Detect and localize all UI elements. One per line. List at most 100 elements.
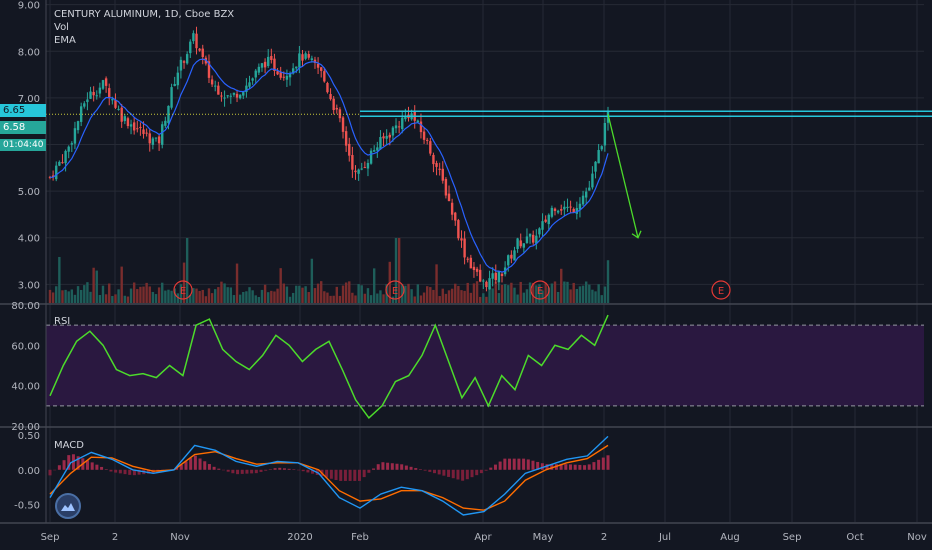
candle[interactable] bbox=[164, 120, 167, 126]
candle[interactable] bbox=[195, 33, 198, 49]
candle[interactable] bbox=[373, 150, 376, 152]
candle[interactable] bbox=[139, 126, 142, 128]
candle[interactable] bbox=[98, 87, 102, 94]
candle[interactable] bbox=[329, 94, 332, 100]
candle[interactable] bbox=[469, 257, 473, 269]
candle[interactable] bbox=[594, 161, 597, 172]
candle[interactable] bbox=[600, 146, 603, 150]
candle[interactable] bbox=[55, 165, 58, 180]
candle[interactable] bbox=[245, 85, 248, 93]
candle[interactable] bbox=[497, 271, 501, 283]
candle[interactable] bbox=[535, 235, 538, 244]
candle[interactable] bbox=[351, 155, 354, 170]
candle[interactable] bbox=[157, 136, 161, 144]
candle[interactable] bbox=[463, 238, 466, 258]
candle[interactable] bbox=[338, 109, 342, 119]
candle[interactable] bbox=[257, 66, 261, 73]
candle[interactable] bbox=[550, 207, 554, 217]
macd-pane[interactable] bbox=[48, 435, 610, 516]
candle[interactable] bbox=[385, 135, 388, 139]
candle[interactable] bbox=[242, 92, 245, 96]
candle[interactable] bbox=[229, 95, 233, 97]
earnings-marker[interactable] bbox=[385, 280, 405, 300]
candle[interactable] bbox=[391, 127, 395, 136]
candle[interactable] bbox=[263, 61, 267, 68]
candle[interactable] bbox=[425, 139, 429, 141]
candle[interactable] bbox=[76, 121, 80, 131]
candle[interactable] bbox=[581, 195, 585, 205]
candle[interactable] bbox=[129, 124, 133, 127]
candle[interactable] bbox=[232, 92, 236, 95]
candle[interactable] bbox=[167, 105, 170, 124]
candle[interactable] bbox=[285, 75, 289, 80]
candle[interactable] bbox=[510, 254, 513, 259]
candle[interactable] bbox=[500, 273, 504, 276]
candle[interactable] bbox=[447, 193, 451, 202]
candle[interactable] bbox=[270, 55, 273, 61]
candle[interactable] bbox=[438, 168, 441, 170]
candle[interactable] bbox=[276, 71, 279, 75]
candle[interactable] bbox=[422, 131, 426, 140]
candle[interactable] bbox=[369, 150, 373, 164]
candle[interactable] bbox=[382, 136, 385, 139]
candle[interactable] bbox=[104, 78, 108, 86]
candle[interactable] bbox=[111, 99, 114, 101]
candle[interactable] bbox=[460, 238, 463, 241]
candle[interactable] bbox=[161, 124, 164, 145]
candle[interactable] bbox=[58, 161, 61, 166]
candle[interactable] bbox=[279, 72, 282, 78]
candle[interactable] bbox=[516, 238, 519, 249]
candle[interactable] bbox=[92, 91, 95, 96]
candle[interactable] bbox=[416, 120, 420, 123]
candle[interactable] bbox=[522, 243, 526, 248]
candle[interactable] bbox=[404, 115, 407, 120]
candle[interactable] bbox=[51, 175, 55, 178]
candle[interactable] bbox=[220, 95, 223, 97]
candle[interactable] bbox=[376, 147, 379, 151]
candle[interactable] bbox=[544, 219, 547, 222]
candle[interactable] bbox=[326, 83, 329, 93]
candle[interactable] bbox=[531, 234, 535, 243]
candle[interactable] bbox=[560, 209, 563, 211]
candle[interactable] bbox=[132, 122, 136, 131]
candle[interactable] bbox=[454, 212, 457, 221]
candle[interactable] bbox=[357, 169, 360, 174]
candle[interactable] bbox=[254, 70, 257, 78]
candle[interactable] bbox=[267, 56, 270, 67]
ema-indicator-label[interactable]: EMA bbox=[54, 35, 76, 46]
candle[interactable] bbox=[432, 154, 435, 165]
candle[interactable] bbox=[466, 258, 469, 260]
candle[interactable] bbox=[260, 63, 264, 68]
candle[interactable] bbox=[507, 255, 510, 266]
candle[interactable] bbox=[201, 48, 204, 57]
candle[interactable] bbox=[313, 59, 317, 63]
candle[interactable] bbox=[79, 106, 83, 122]
symbol-title[interactable]: CENTURY ALUMINUM, 1D, Cboe BZX bbox=[54, 9, 235, 20]
candle[interactable] bbox=[226, 95, 229, 97]
candle[interactable] bbox=[485, 281, 488, 288]
projection-arrow[interactable] bbox=[607, 114, 639, 238]
candle[interactable] bbox=[584, 191, 588, 198]
candle[interactable] bbox=[332, 98, 335, 111]
candle[interactable] bbox=[210, 79, 214, 85]
candle[interactable] bbox=[528, 233, 532, 237]
candle[interactable] bbox=[291, 68, 295, 74]
tradingview-logo[interactable] bbox=[55, 493, 81, 519]
candle[interactable] bbox=[295, 66, 298, 69]
candle[interactable] bbox=[519, 240, 522, 247]
candle[interactable] bbox=[217, 85, 220, 95]
candle[interactable] bbox=[95, 95, 98, 97]
candle[interactable] bbox=[101, 80, 105, 89]
candle[interactable] bbox=[185, 54, 189, 64]
candle[interactable] bbox=[344, 131, 348, 146]
candle[interactable] bbox=[397, 126, 401, 128]
earnings-marker[interactable] bbox=[173, 280, 193, 300]
candle[interactable] bbox=[457, 220, 460, 239]
candle[interactable] bbox=[578, 203, 582, 210]
candle[interactable] bbox=[126, 118, 130, 127]
candle[interactable] bbox=[494, 272, 497, 281]
candle[interactable] bbox=[569, 206, 572, 208]
candle[interactable] bbox=[282, 76, 285, 78]
candle[interactable] bbox=[488, 278, 491, 290]
candle[interactable] bbox=[251, 78, 254, 81]
